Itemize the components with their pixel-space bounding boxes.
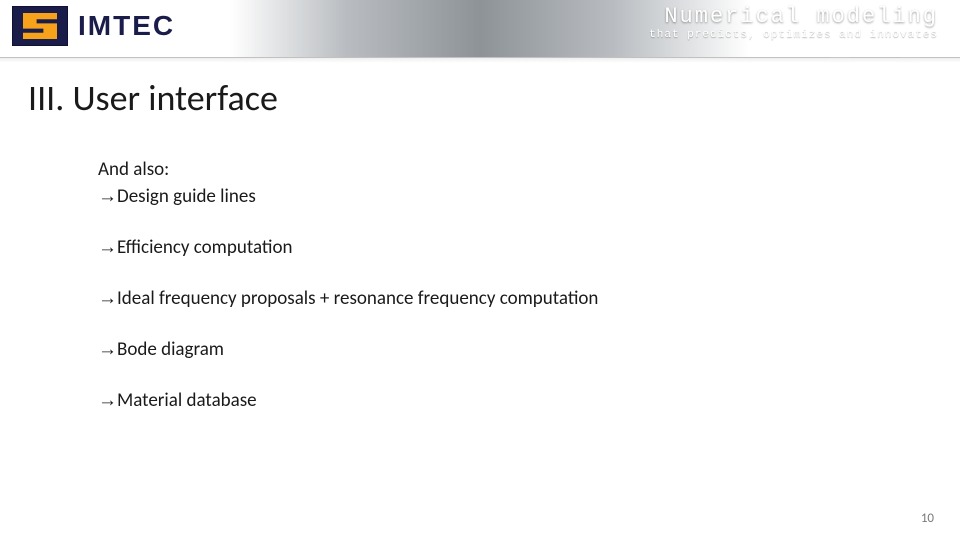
slide-title: III. User interface xyxy=(0,58,960,120)
header-tagline: Numerical modeling that predicts, optimi… xyxy=(649,4,938,41)
tagline-main: Numerical modeling xyxy=(649,4,938,29)
bullet-item: →Material database xyxy=(98,389,960,412)
brand-logo-mark xyxy=(12,6,68,46)
brand-logo: IMTEC xyxy=(12,6,175,46)
lead-text: And also: xyxy=(98,158,960,181)
bullet-text: Design guide lines xyxy=(117,185,256,208)
arrow-icon: → xyxy=(98,339,117,360)
arrow-icon: → xyxy=(98,186,117,207)
page-number: 10 xyxy=(921,511,934,526)
bullet-text: Efficiency computation xyxy=(117,236,292,259)
brand-logo-s-icon xyxy=(23,13,57,39)
arrow-icon: → xyxy=(98,288,117,309)
arrow-icon: → xyxy=(98,390,117,411)
bullet-text: Bode diagram xyxy=(117,338,224,361)
arrow-icon: → xyxy=(98,237,117,258)
tagline-sub: that predicts, optimizes and innovates xyxy=(649,29,938,41)
bullet-text: Ideal frequency proposals + resonance fr… xyxy=(117,287,598,310)
brand-logo-text: IMTEC xyxy=(78,10,175,42)
bullet-item: →Design guide lines xyxy=(98,185,960,208)
slide-body: And also: →Design guide lines →Efficienc… xyxy=(0,120,960,412)
bullet-item: →Ideal frequency proposals + resonance f… xyxy=(98,287,960,310)
header-band: IMTEC Numerical modeling that predicts, … xyxy=(0,0,960,58)
bullet-item: →Efficiency computation xyxy=(98,236,960,259)
bullet-item: →Bode diagram xyxy=(98,338,960,361)
bullet-text: Material database xyxy=(117,389,257,412)
